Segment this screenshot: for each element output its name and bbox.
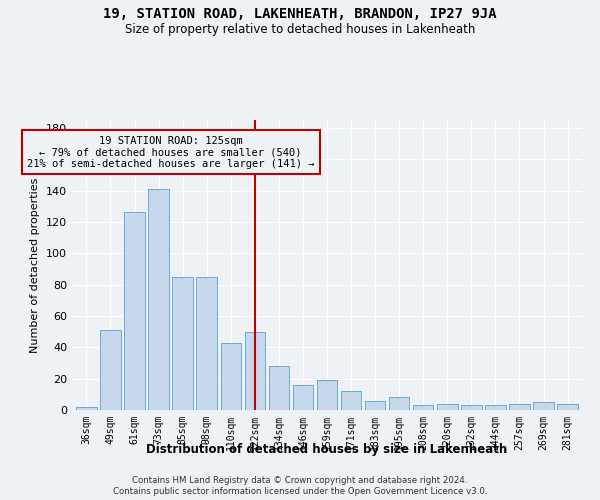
Bar bbox=[341, 391, 361, 410]
Bar bbox=[245, 332, 265, 410]
Bar bbox=[461, 406, 482, 410]
Text: Size of property relative to detached houses in Lakenheath: Size of property relative to detached ho… bbox=[125, 22, 475, 36]
Text: Contains public sector information licensed under the Open Government Licence v3: Contains public sector information licen… bbox=[113, 488, 487, 496]
Text: Contains HM Land Registry data © Crown copyright and database right 2024.: Contains HM Land Registry data © Crown c… bbox=[132, 476, 468, 485]
Bar bbox=[509, 404, 530, 410]
Bar bbox=[389, 398, 409, 410]
Bar bbox=[100, 330, 121, 410]
Bar bbox=[413, 406, 433, 410]
Bar bbox=[485, 406, 506, 410]
Bar bbox=[172, 277, 193, 410]
Bar bbox=[221, 342, 241, 410]
Text: 19, STATION ROAD, LAKENHEATH, BRANDON, IP27 9JA: 19, STATION ROAD, LAKENHEATH, BRANDON, I… bbox=[103, 8, 497, 22]
Bar bbox=[124, 212, 145, 410]
Bar bbox=[269, 366, 289, 410]
Bar bbox=[557, 404, 578, 410]
Text: 19 STATION ROAD: 125sqm
← 79% of detached houses are smaller (540)
21% of semi-d: 19 STATION ROAD: 125sqm ← 79% of detache… bbox=[27, 136, 314, 169]
Bar bbox=[317, 380, 337, 410]
Bar bbox=[148, 189, 169, 410]
Bar bbox=[437, 404, 458, 410]
Bar bbox=[76, 407, 97, 410]
Bar bbox=[365, 400, 385, 410]
Y-axis label: Number of detached properties: Number of detached properties bbox=[31, 178, 40, 352]
Bar bbox=[196, 277, 217, 410]
Text: Distribution of detached houses by size in Lakenheath: Distribution of detached houses by size … bbox=[146, 442, 508, 456]
Bar bbox=[293, 385, 313, 410]
Bar bbox=[533, 402, 554, 410]
